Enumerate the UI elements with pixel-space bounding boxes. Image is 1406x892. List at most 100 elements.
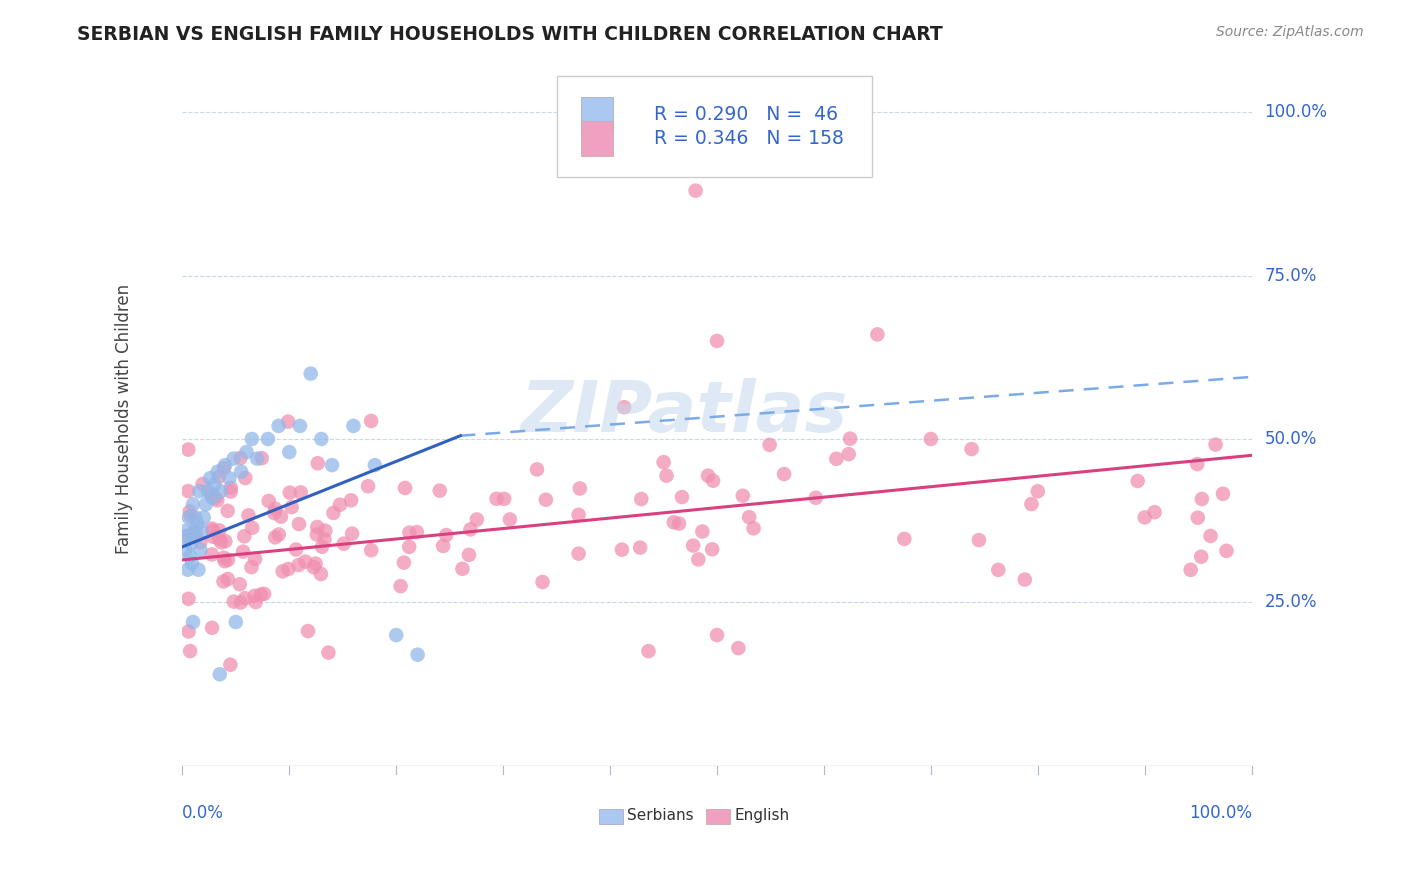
Point [232,544,254,558]
Point [398,525,420,540]
Point [825,451,848,466]
Point [652,455,675,469]
Point [190,543,212,558]
Point [267,527,290,541]
Point [630,491,652,506]
Point [177,442,200,457]
Point [277,562,299,576]
Point [531,574,554,589]
Point [180,536,202,550]
Text: 100.0%: 100.0% [1188,804,1251,822]
Point [738,510,761,524]
Point [201,548,224,562]
Point [394,481,416,495]
Point [360,414,382,428]
Point [238,508,260,523]
Point [207,465,229,479]
Point [217,572,239,586]
Point [193,510,215,524]
Point [208,524,231,538]
Point [307,456,329,470]
Point [270,509,292,524]
Point [280,500,302,515]
Point [613,400,636,414]
Point [186,516,208,531]
Point [499,512,522,526]
Point [201,522,224,536]
Point [920,432,942,446]
Point [406,648,429,662]
Point [183,524,205,538]
Text: ZIPatlas: ZIPatlas [522,378,849,447]
Point [1021,497,1043,511]
Point [526,462,548,476]
Point [243,551,266,566]
Point [866,327,889,342]
Point [264,530,287,544]
Point [186,530,208,544]
Point [225,615,247,629]
Point [1187,510,1209,524]
Point [174,543,197,558]
Text: English: English [734,808,789,823]
Point [233,471,256,485]
Point [198,471,221,485]
Text: 25.0%: 25.0% [1264,593,1317,611]
Point [692,524,714,539]
Point [773,467,796,481]
Point [668,516,690,531]
Point [201,487,224,501]
Text: 75.0%: 75.0% [1264,267,1317,285]
FancyBboxPatch shape [599,809,623,824]
Point [180,508,202,523]
Text: 50.0%: 50.0% [1264,430,1317,448]
Point [1191,491,1213,506]
Point [245,595,267,609]
Point [333,536,356,550]
Point [1212,487,1234,501]
Point [267,418,290,433]
Point [179,644,201,658]
Point [209,535,232,549]
Point [229,450,252,465]
Point [839,432,862,446]
Point [322,506,344,520]
Text: R = 0.290   N =  46: R = 0.290 N = 46 [654,105,838,124]
Point [257,494,280,508]
FancyBboxPatch shape [557,77,872,177]
Point [188,484,211,499]
Point [314,524,336,538]
Point [299,367,322,381]
Point [706,334,728,348]
Point [1187,457,1209,471]
Point [229,577,252,591]
Point [219,484,242,499]
Point [250,588,273,602]
Point [197,484,219,499]
Point [389,579,412,593]
Text: Family Households with Children: Family Households with Children [114,285,132,555]
Point [207,493,229,508]
FancyBboxPatch shape [581,97,613,132]
Point [485,491,508,506]
Point [731,489,754,503]
Point [250,451,273,466]
Point [568,482,591,496]
Point [218,471,240,485]
Point [190,535,212,549]
Point [321,458,343,472]
Point [688,552,710,566]
Point [534,492,557,507]
Point [222,594,245,608]
Point [628,541,651,555]
Point [214,458,236,472]
Text: 100.0%: 100.0% [1264,103,1327,121]
Point [202,524,225,538]
Point [429,483,451,498]
Text: Source: ZipAtlas.com: Source: ZipAtlas.com [1216,25,1364,39]
Point [702,474,724,488]
Point [177,510,200,524]
Point [405,525,427,540]
Point [212,574,235,589]
Point [342,418,364,433]
